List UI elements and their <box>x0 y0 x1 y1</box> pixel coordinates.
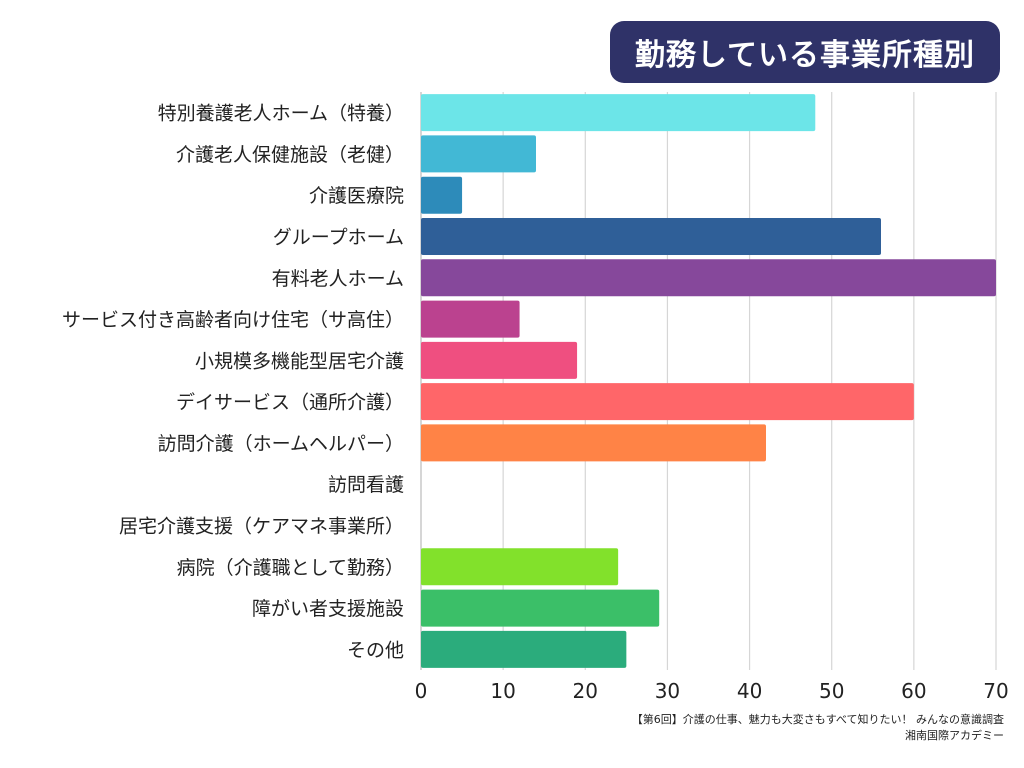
category-label: 障がい者支援施設 <box>252 598 404 620</box>
category-label: 介護老人保健施設（老健） <box>176 144 404 166</box>
x-tick-label: 0 <box>415 679 428 703</box>
x-tick-label: 70 <box>983 679 1008 703</box>
bar <box>421 135 536 173</box>
category-label: 特別養護老人ホーム（特養） <box>158 103 404 125</box>
category-label: 訪問看護 <box>328 474 404 496</box>
footer-organization: 湘南国際アカデミー <box>905 729 1004 742</box>
category-label: 小規模多機能型居宅介護 <box>195 350 404 372</box>
category-label: 居宅介護支援（ケアマネ事業所） <box>119 516 404 538</box>
bar <box>421 341 578 379</box>
x-tick-label: 20 <box>573 679 598 703</box>
bar <box>421 383 914 421</box>
bar <box>421 630 627 668</box>
category-labels: 特別養護老人ホーム（特養） 介護老人保健施設（老健） 介護医療院グループホーム有料老… <box>62 103 404 662</box>
category-label: 訪問介護（ホームヘルパー） <box>158 433 404 455</box>
x-tick-label: 60 <box>901 679 926 703</box>
bar <box>421 548 619 586</box>
bar <box>421 300 520 338</box>
bar <box>421 94 816 132</box>
chart-title-box: 勤務している事業所種別 <box>610 21 1000 83</box>
x-tick-label: 40 <box>737 679 762 703</box>
bars <box>421 94 996 668</box>
x-tick-label: 50 <box>819 679 844 703</box>
category-label: 病院（介護職として勤務） <box>177 557 404 579</box>
x-tick-label: 10 <box>490 679 515 703</box>
category-label: サービス付き高齢者向け住宅（サ高住） <box>62 309 404 331</box>
bar <box>421 218 881 255</box>
category-label: その他 <box>347 639 404 661</box>
bar <box>421 259 996 297</box>
category-label: 介護医療院 <box>309 185 404 207</box>
x-tick-label: 30 <box>655 679 680 703</box>
bar <box>421 176 463 214</box>
bar <box>421 589 660 627</box>
x-axis-ticks: 0 10 20 30 40 50 60 70 <box>415 679 1009 703</box>
grid-lines <box>420 92 997 670</box>
bar <box>421 424 766 462</box>
footer: 【第6回】介護の仕事、魅力も大変さもすべて知りたい！ みんなの意識調査 湘南国際… <box>632 712 1004 744</box>
category-label: グループホーム <box>273 227 404 249</box>
chart-title: 勤務している事業所種別 <box>634 38 976 73</box>
footer-survey-title: 【第6回】介護の仕事、魅力も大変さもすべて知りたい！ みんなの意識調査 <box>631 713 1004 726</box>
category-label: デイサービス（通所介護） <box>176 392 404 414</box>
category-label: 有料老人ホーム <box>272 268 404 290</box>
